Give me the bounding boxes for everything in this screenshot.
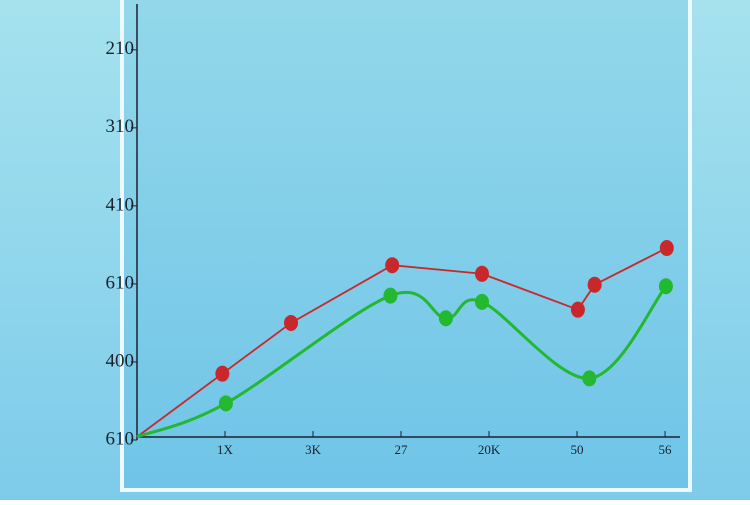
point — [215, 365, 230, 382]
y-tick-label: 610 — [106, 428, 135, 449]
y-tick-label: 610 — [106, 272, 135, 293]
point — [658, 278, 673, 295]
point — [385, 257, 400, 274]
x-tick-label: 1X — [217, 442, 234, 457]
y-tick-label: 310 — [106, 116, 135, 137]
point — [587, 276, 602, 293]
x-tick-label: 27 — [395, 442, 409, 457]
point — [218, 395, 233, 412]
y-tick-label: 410 — [106, 194, 135, 215]
x-tick-label: 20K — [478, 442, 501, 457]
x-tick-label: 3K — [305, 442, 322, 457]
point — [474, 265, 489, 282]
point — [659, 240, 674, 257]
plot-panel — [120, 0, 692, 492]
point — [438, 310, 453, 327]
point — [582, 370, 597, 387]
y-tick-label: 210 — [106, 38, 135, 59]
point — [570, 301, 585, 318]
x-tick-label: 56 — [659, 442, 673, 457]
point — [474, 293, 489, 310]
x-tick-label: 50 — [571, 442, 584, 457]
point — [284, 314, 299, 331]
y-tick-label: 400 — [106, 350, 135, 371]
point — [383, 287, 398, 304]
